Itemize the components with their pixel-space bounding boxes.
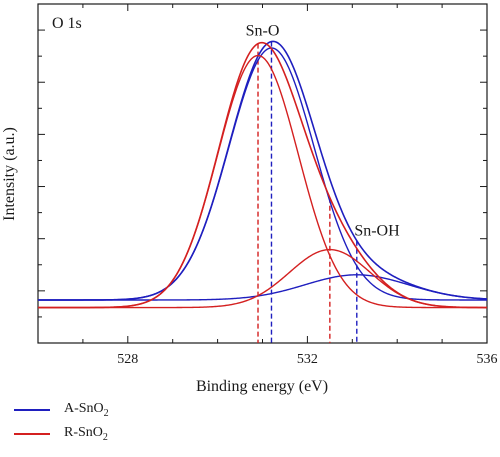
x-tick-label: 528	[117, 352, 138, 367]
chart-legend: A-SnO2 R-SnO2	[0, 398, 200, 446]
xps-chart: O 1s 528 532 536 Sn-O Sn-OH Binding energy …	[1, 3, 498, 395]
axis-ticks	[37, 4, 488, 344]
x-axis-title: Binding energy (eV)	[196, 378, 328, 395]
series-peak-component	[38, 54, 487, 309]
peak-marker-lines	[257, 41, 358, 343]
panel-label: O 1s	[52, 15, 82, 32]
peak-annotation: Sn-O	[246, 22, 280, 39]
peak-annotation: Sn-OH	[354, 223, 400, 240]
legend-label: A-SnO2	[64, 401, 109, 419]
legend-swatch	[14, 409, 50, 411]
series-total-curve	[38, 41, 487, 309]
series-peak-component	[38, 248, 487, 309]
legend-item: A-SnO2	[0, 398, 200, 422]
x-tick-label: 536	[477, 352, 498, 367]
legend-item: R-SnO2	[0, 422, 200, 446]
x-tick-label: 532	[297, 352, 318, 367]
series-total-curve	[38, 40, 488, 301]
plot-frame	[37, 3, 488, 344]
series-peak-component	[38, 274, 488, 301]
x-tick-labels: 528 532 536	[117, 352, 497, 367]
series-peak-component	[38, 47, 487, 301]
peak-annotations: Sn-O Sn-OH	[246, 22, 400, 239]
y-axis-title: Intensity (a.u.)	[1, 127, 18, 221]
legend-label: R-SnO2	[64, 425, 108, 443]
spectrum-curves	[38, 40, 488, 309]
legend-swatch	[14, 433, 50, 435]
